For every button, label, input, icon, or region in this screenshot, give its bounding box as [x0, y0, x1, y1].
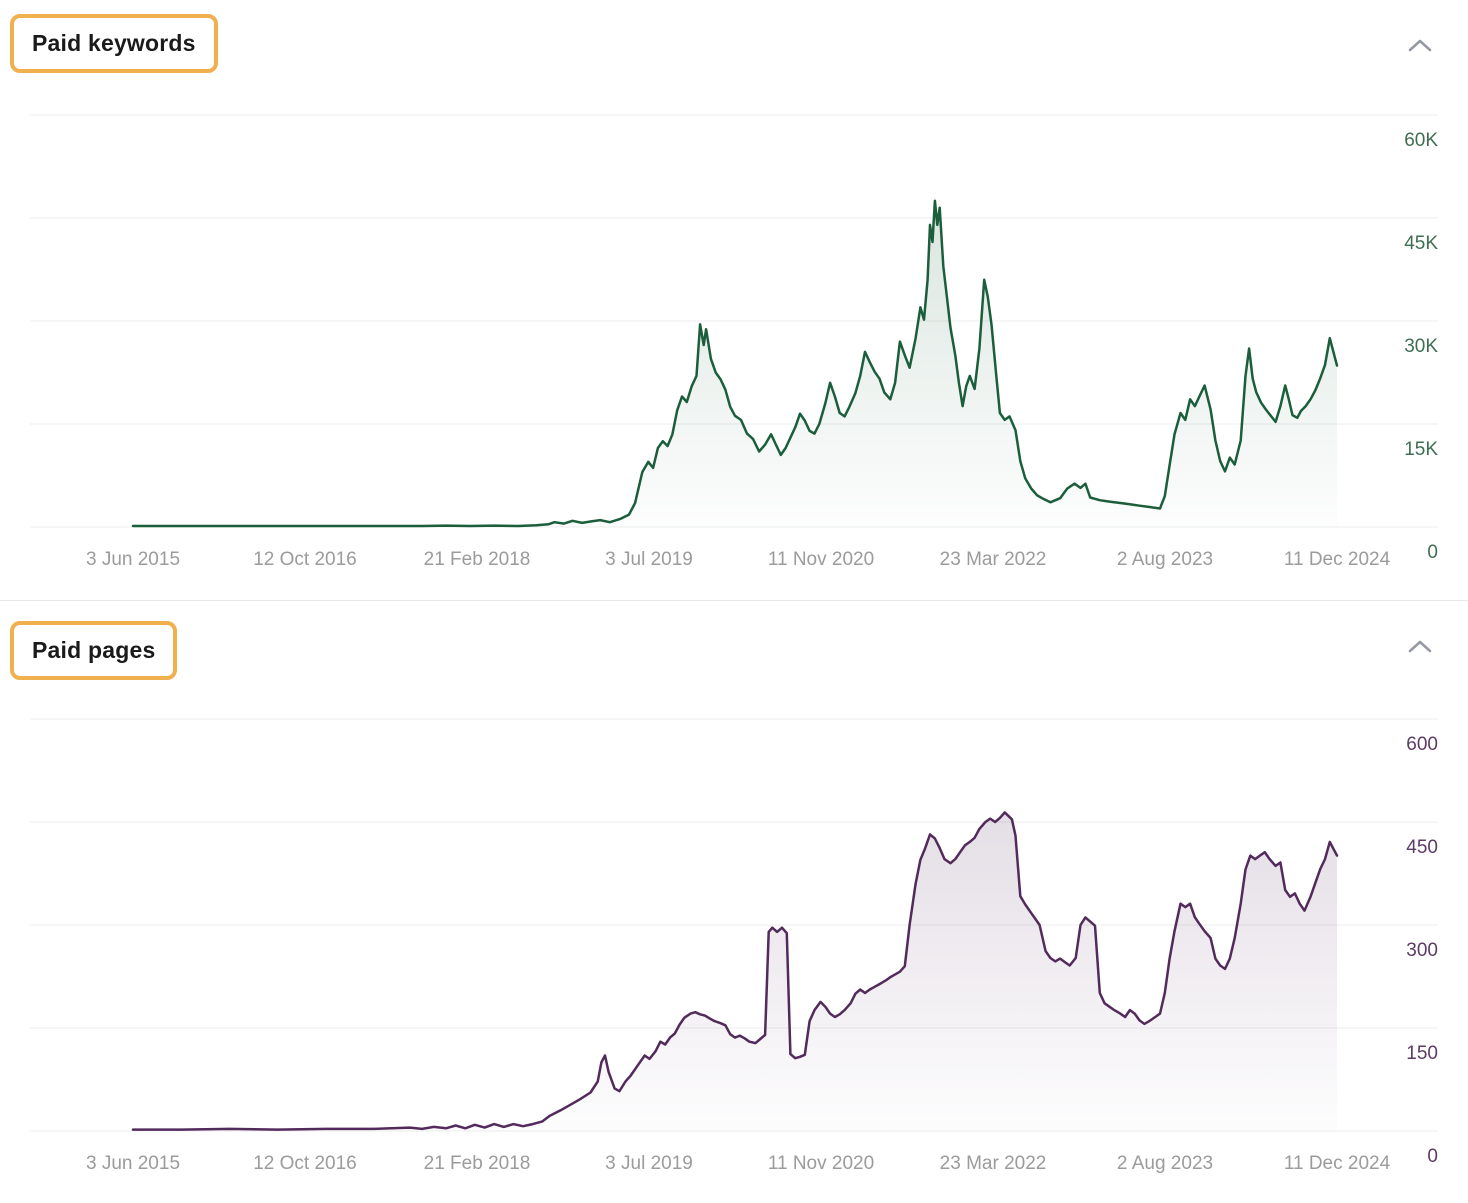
paid-keywords-header: Paid keywords	[0, 0, 1468, 100]
x-axis-label: 21 Feb 2018	[424, 549, 531, 570]
chevron-up-icon	[1408, 39, 1432, 52]
y-axis-label: 30K	[1404, 336, 1438, 357]
x-axis-label: 3 Jul 2019	[605, 1153, 693, 1174]
y-axis-label: 450	[1406, 837, 1438, 858]
x-axis-label: 2 Aug 2023	[1117, 1153, 1213, 1174]
paid-pages-header: Paid pages	[0, 601, 1468, 701]
y-axis-label: 45K	[1404, 233, 1438, 254]
paid-keywords-panel: Paid keywords 60K 45K 30K 15K 0 3 Jun 2015 12 …	[0, 0, 1468, 600]
x-axis-label: 11 Nov 2020	[768, 549, 874, 570]
x-axis-label: 3 Jul 2019	[605, 549, 693, 570]
x-axis-label: 3 Jun 2015	[86, 1153, 180, 1174]
paid-keywords-collapse-button[interactable]	[1402, 30, 1438, 60]
series-area	[133, 200, 1337, 528]
y-axis-label: 60K	[1404, 130, 1438, 151]
x-axis-label: 2 Aug 2023	[1117, 549, 1213, 570]
x-axis-label: 12 Oct 2016	[253, 1153, 357, 1174]
chevron-up-icon	[1408, 640, 1432, 653]
x-axis-label: 11 Dec 2024	[1284, 1153, 1391, 1174]
y-axis-label: 0	[1427, 542, 1438, 563]
x-axis-label: 12 Oct 2016	[253, 549, 357, 570]
x-axis-label: 11 Nov 2020	[768, 1153, 874, 1174]
series-area	[133, 812, 1337, 1131]
y-axis-label: 0	[1427, 1146, 1438, 1167]
series-line	[131, 199, 1339, 528]
x-axis-label: 23 Mar 2022	[940, 549, 1047, 570]
paid-keywords-chart[interactable]: 60K 45K 30K 15K 0 3 Jun 2015 12 Oct 2016 21 Feb…	[0, 100, 1468, 600]
x-axis-label: 11 Dec 2024	[1284, 549, 1391, 570]
paid-pages-chart[interactable]: 600 450 300 150 0 3 Jun 2015 12 Oct 2016 21 Feb…	[0, 701, 1468, 1203]
x-axis-label: 21 Feb 2018	[424, 1153, 531, 1174]
paid-keywords-highlight-box: Paid keywords	[10, 14, 218, 73]
paid-pages-title: Paid pages	[32, 637, 156, 663]
series-line	[131, 811, 1339, 1131]
y-axis-label: 150	[1406, 1043, 1438, 1064]
paid-keywords-title: Paid keywords	[32, 30, 196, 56]
paid-pages-collapse-button[interactable]	[1402, 631, 1438, 661]
y-axis-label: 15K	[1404, 439, 1438, 460]
y-axis-label: 600	[1406, 734, 1438, 755]
x-axis-label: 23 Mar 2022	[940, 1153, 1047, 1174]
paid-pages-highlight-box: Paid pages	[10, 621, 178, 680]
x-axis-label: 3 Jun 2015	[86, 549, 180, 570]
paid-pages-panel: Paid pages 600 450 300 150 0 3 Jun 2015 12 Oct…	[0, 600, 1468, 1202]
y-axis-label: 300	[1406, 940, 1438, 961]
